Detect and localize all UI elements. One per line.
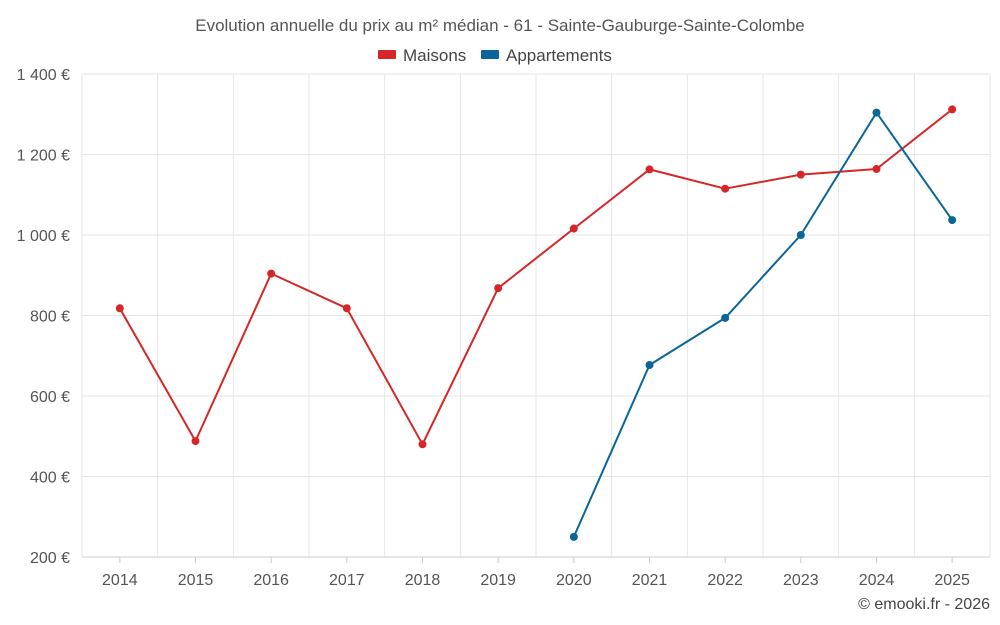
- x-tick-label: 2025: [934, 572, 970, 589]
- x-tick-label: 2015: [178, 572, 214, 589]
- series-line-maisons: [118, 108, 953, 446]
- legend: Maisons Appartements: [378, 46, 612, 65]
- data-point-appartements[interactable]: [721, 313, 730, 322]
- x-tick-label: 2024: [859, 572, 895, 589]
- y-tick-label: 1 200 €: [17, 148, 70, 165]
- legend-label-appartements[interactable]: Appartements: [506, 46, 612, 65]
- chart-title: Evolution annuelle du prix au m² médian …: [195, 16, 805, 35]
- x-tick-label: 2021: [632, 572, 668, 589]
- series: [115, 105, 957, 541]
- x-tick-label: 2016: [253, 572, 289, 589]
- data-point-maisons[interactable]: [721, 184, 730, 193]
- data-point-appartements[interactable]: [872, 108, 881, 117]
- x-tick-label: 2014: [102, 572, 138, 589]
- x-tick-label: 2023: [783, 572, 819, 589]
- x-tick-label: 2022: [707, 572, 743, 589]
- x-tick-label: 2017: [329, 572, 365, 589]
- y-tick-label: 400 €: [30, 470, 70, 487]
- data-point-maisons[interactable]: [342, 304, 351, 313]
- data-point-maisons[interactable]: [494, 284, 503, 293]
- x-tick-label: 2020: [556, 572, 592, 589]
- data-point-maisons[interactable]: [267, 269, 276, 278]
- data-point-appartements[interactable]: [796, 231, 805, 239]
- data-point-maisons[interactable]: [872, 164, 881, 173]
- axes: 200 € 400 € 600 € 800 € 1 000 € 1 200 € 1 400 …: [17, 67, 990, 589]
- series-line-appartements: [572, 111, 954, 538]
- data-point-maisons[interactable]: [796, 170, 805, 179]
- x-tick-label: 2018: [405, 572, 441, 589]
- data-point-maisons[interactable]: [569, 224, 578, 233]
- y-tick-label: 200 €: [30, 550, 70, 567]
- data-point-maisons[interactable]: [191, 437, 200, 446]
- y-tick-label: 600 €: [30, 389, 70, 406]
- legend-swatch-appartements: [481, 50, 499, 59]
- x-tick-label: 2019: [480, 572, 516, 589]
- data-point-appartements[interactable]: [569, 532, 578, 541]
- y-tick-label: 1 400 €: [17, 67, 70, 84]
- legend-swatch-maisons: [378, 50, 396, 59]
- data-point-maisons[interactable]: [418, 440, 427, 449]
- data-point-maisons[interactable]: [115, 304, 124, 313]
- grid: [81, 73, 991, 558]
- credit-text: © emooki.fr - 2026: [858, 596, 990, 613]
- y-tick-label: 800 €: [30, 309, 70, 326]
- data-point-maisons[interactable]: [948, 105, 957, 114]
- data-point-appartements[interactable]: [645, 361, 654, 370]
- legend-label-maisons[interactable]: Maisons: [403, 46, 466, 65]
- data-point-appartements[interactable]: [948, 216, 957, 225]
- data-point-maisons[interactable]: [645, 165, 654, 174]
- y-tick-label: 1 000 €: [17, 228, 70, 245]
